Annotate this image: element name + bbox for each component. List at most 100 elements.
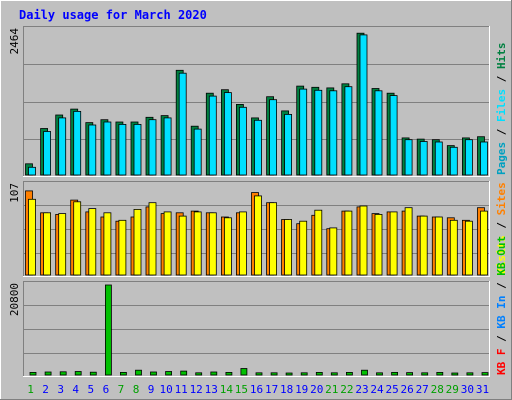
bar-files-day-8 [133,124,142,176]
bar-kb-out-day-12 [195,372,203,376]
x-tick-label-23: 23 [355,383,368,396]
bar-sites-day-1 [28,198,36,276]
series-label-1: Pages / Files / Hits [495,43,508,176]
bar-files-day-22 [344,86,353,176]
bar-sites-day-19 [299,220,308,276]
bar-files-day-13 [208,95,217,176]
bar-files-day-26 [404,139,413,176]
x-tick-label-1: 1 [27,383,34,396]
bar-kb-out-day-1 [29,371,37,376]
bar-kb-out-day-17 [270,372,278,376]
bar-kb-out-day-22 [345,371,353,376]
bar-files-day-20 [314,89,323,176]
bar-sites-day-18 [284,219,293,276]
bar-files-day-12 [193,128,202,176]
bar-kb-out-day-10 [165,371,173,376]
bar-sites-day-17 [269,202,278,276]
bar-files-day-21 [329,90,338,176]
bar-kb-out-day-30 [466,372,474,376]
bar-files-day-1 [28,166,36,176]
bar-kb-out-day-27 [421,372,429,376]
series-label-part: / [495,122,508,142]
x-tick-label-21: 21 [325,383,338,396]
bar-kb-out-day-18 [285,372,293,376]
bar-kb-out-day-16 [255,372,263,376]
y-max-label-2: 107 [8,183,21,203]
bar-sites-day-7 [118,219,127,276]
bar-files-day-19 [299,88,308,176]
bar-kb-out-day-31 [481,372,489,376]
bar-files-day-28 [434,141,443,176]
bar-files-day-16 [254,119,262,176]
bar-sites-day-3 [58,213,67,276]
series-label-part: / [495,69,508,89]
bar-sites-day-27 [419,215,428,276]
bar-kb-out-day-26 [406,372,414,376]
bar-files-day-14 [223,92,232,176]
bar-kb-out-day-8 [135,369,142,376]
bar-sites-day-23 [359,205,368,276]
series-label-part: / [495,329,508,349]
bar-kb-out-day-5 [89,371,97,376]
chart-title: Daily usage for March 2020 [19,8,207,22]
series-label-part: / [495,276,508,296]
series-label-part: KB F [495,349,508,376]
bar-sites-day-25 [389,211,398,276]
bar-sites-day-6 [103,212,112,276]
bar-sites-day-4 [73,201,82,276]
x-tick-label-10: 10 [159,383,172,396]
bar-kb-out-day-23 [361,369,368,376]
bar-sites-day-26 [404,207,413,276]
x-tick-label-2: 2 [42,383,49,396]
bar-sites-day-30 [464,220,473,276]
bar-sites-day-15 [238,211,247,276]
x-tick-label-31: 31 [476,383,489,396]
x-tick-label-17: 17 [265,383,278,396]
bar-files-day-15 [238,106,247,176]
bar-files-day-18 [284,114,293,176]
series-label-part: / [495,215,508,235]
bar-files-day-27 [419,141,428,176]
bar-sites-day-16 [254,195,262,276]
bar-sites-day-8 [133,208,142,276]
bar-files-day-30 [464,139,473,176]
x-tick-label-18: 18 [280,383,293,396]
bar-sites-day-31 [480,210,488,276]
x-tick-label-30: 30 [461,383,474,396]
x-tick-label-13: 13 [205,383,218,396]
bar-files-day-10 [163,117,172,176]
bar-files-day-31 [480,141,488,176]
bar-files-day-23 [359,34,368,176]
bar-kb-out-day-7 [120,371,127,376]
bar-files-day-5 [88,124,97,176]
bar-kb-out-day-19 [300,372,308,376]
series-label-part: KB In [495,296,508,329]
x-tick-label-25: 25 [385,383,398,396]
bar-sites-day-2 [43,212,51,276]
bar-kb-out-day-11 [180,370,188,376]
x-tick-label-8: 8 [133,383,140,396]
x-tick-label-15: 15 [235,383,248,396]
x-tick-label-26: 26 [400,383,413,396]
bar-kb-out-day-15 [240,368,248,376]
bar-files-day-7 [118,124,127,176]
x-tick-label-7: 7 [118,383,125,396]
bar-kb-out-day-9 [150,371,157,376]
bar-sites-day-14 [223,217,232,276]
bar-kb-out-day-6 [105,284,112,376]
x-tick-label-19: 19 [295,383,308,396]
x-tick-label-28: 28 [431,383,444,396]
bar-files-day-25 [389,95,398,176]
x-tick-label-11: 11 [175,383,188,396]
bar-files-day-29 [449,146,458,176]
x-tick-label-14: 14 [220,383,234,396]
series-label-2: Visits / Sites [495,182,508,275]
x-tick-label-4: 4 [72,383,79,396]
x-tick-label-3: 3 [57,383,64,396]
bar-kb-out-day-21 [330,372,338,376]
y-max-label-1: 2464 [8,28,21,55]
x-tick-label-6: 6 [103,383,110,396]
bar-sites-day-29 [449,219,458,276]
series-label-part: Pages [495,142,508,175]
bar-files-day-17 [269,99,278,176]
